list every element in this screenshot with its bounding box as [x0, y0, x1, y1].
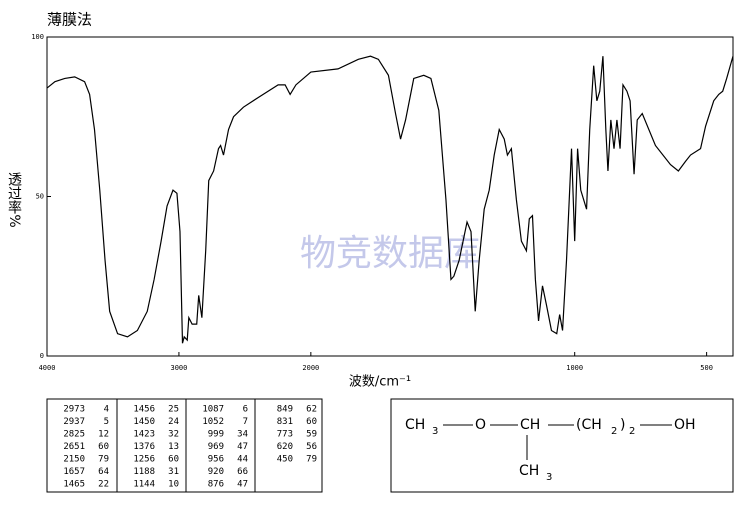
peak-wavenumber: 1256: [133, 455, 155, 465]
peak-wavenumber: 1188: [133, 467, 155, 477]
peak-transmittance: 6: [243, 405, 248, 415]
atom: CH: [520, 417, 540, 433]
atom: CH: [519, 463, 539, 479]
peak-transmittance: 13: [168, 442, 179, 452]
peak-transmittance: 60: [306, 417, 317, 427]
peak-transmittance: 47: [237, 480, 248, 490]
peak-transmittance: 5: [104, 417, 109, 427]
peak-wavenumber: 920: [208, 467, 224, 477]
peak-wavenumber: 2937: [63, 417, 85, 427]
atom: CH: [405, 417, 425, 433]
x-tick-label: 1000: [566, 364, 583, 372]
peak-transmittance: 47: [237, 442, 248, 452]
atom: O: [475, 417, 486, 433]
peak-wavenumber: 849: [277, 405, 293, 415]
subscript: 3: [432, 426, 438, 437]
peak-wavenumber: 1423: [133, 430, 155, 440]
y-tick-label: 0: [40, 352, 44, 360]
peak-transmittance: 25: [168, 405, 179, 415]
peak-transmittance: 24: [168, 417, 179, 427]
subscript: 2: [611, 426, 617, 437]
peak-transmittance: 12: [98, 430, 109, 440]
y-tick-label: 100: [31, 33, 44, 41]
peak-wavenumber: 1376: [133, 442, 155, 452]
peak-transmittance: 7: [243, 417, 248, 427]
peak-wavenumber: 2973: [63, 405, 85, 415]
peak-wavenumber: 2651: [63, 442, 85, 452]
peak-transmittance: 62: [306, 405, 317, 415]
y-axis-label: 透过率%: [6, 172, 22, 227]
watermark: 物竞数据库: [300, 233, 480, 274]
peak-transmittance: 56: [306, 442, 317, 452]
peak-wavenumber: 773: [277, 430, 293, 440]
structure-box: [390, 398, 734, 493]
peak-wavenumber: 1052: [202, 417, 224, 427]
subscript: 2: [629, 426, 635, 437]
x-tick-label: 2000: [302, 364, 319, 372]
x-axis-label: 波数/cm⁻¹: [349, 375, 411, 390]
group: (CH: [576, 417, 602, 433]
peak-transmittance: 79: [306, 455, 317, 465]
peak-wavenumber: 1456: [133, 405, 155, 415]
peak-wavenumber: 1465: [63, 480, 85, 490]
peak-transmittance: 60: [98, 442, 109, 452]
peak-wavenumber: 969: [208, 442, 224, 452]
peak-transmittance: 44: [237, 455, 248, 465]
peak-wavenumber: 831: [277, 417, 293, 427]
peak-wavenumber: 450: [277, 455, 293, 465]
peak-transmittance: 10: [168, 480, 179, 490]
peak-transmittance: 59: [306, 430, 317, 440]
peak-transmittance: 60: [168, 455, 179, 465]
peak-transmittance: 34: [237, 430, 248, 440]
spectrum-line: [46, 55, 734, 344]
y-tick-label: 50: [36, 193, 44, 201]
peak-wavenumber: 620: [277, 442, 293, 452]
x-tick-label: 500: [700, 364, 713, 372]
atom: OH: [674, 417, 696, 433]
peak-wavenumber: 2825: [63, 430, 85, 440]
peak-wavenumber: 1144: [133, 480, 155, 490]
group: ): [620, 417, 625, 433]
structure: CH 3 O CH (CH 2 ) 2 OH CH 3: [405, 417, 696, 483]
peak-wavenumber: 2150: [63, 455, 85, 465]
x-tick-label: 3000: [170, 364, 187, 372]
subscript: 3: [546, 472, 552, 483]
peak-wavenumber: 876: [208, 480, 224, 490]
peak-transmittance: 64: [98, 467, 109, 477]
chart-title: 薄膜法: [47, 11, 92, 29]
peak-transmittance: 4: [104, 405, 109, 415]
peak-table: [46, 398, 323, 493]
peak-wavenumber: 1087: [202, 405, 224, 415]
peak-transmittance: 22: [98, 480, 109, 490]
peak-transmittance: 79: [98, 455, 109, 465]
peak-transmittance: 32: [168, 430, 179, 440]
peak-transmittance: 31: [168, 467, 179, 477]
peak-wavenumber: 956: [208, 455, 224, 465]
peak-wavenumber: 1450: [133, 417, 155, 427]
x-tick-label: 4000: [39, 364, 56, 372]
peak-transmittance: 66: [237, 467, 248, 477]
peak-wavenumber: 1657: [63, 467, 85, 477]
peak-wavenumber: 999: [208, 430, 224, 440]
